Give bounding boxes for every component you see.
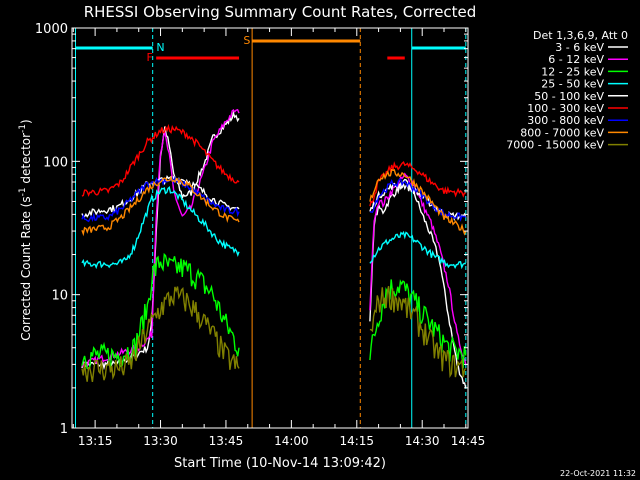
legend-label-5: 100 - 300 keV	[527, 102, 604, 115]
flag-label-f: F	[146, 51, 152, 64]
series-line-6-seg2	[369, 178, 467, 222]
flag-bars: NF S	[75, 34, 466, 64]
x-tick-label-0: 13:15	[78, 434, 113, 448]
series-line-8-seg1	[81, 286, 240, 383]
legend-label-8: 7000 - 15000 keV	[506, 139, 604, 152]
legend-label-7: 800 - 7000 keV	[520, 126, 604, 139]
legend-label-4: 50 - 100 keV	[534, 90, 604, 103]
legend-label-1: 6 - 12 keV	[548, 53, 604, 66]
legend-label-6: 300 - 800 keV	[527, 114, 604, 127]
series-line-4-seg2	[369, 182, 467, 222]
legend-title: Det 1,3,6,9, Att 0	[533, 29, 628, 42]
series-line-7-seg2	[369, 168, 467, 236]
series-line-0-seg2	[369, 178, 467, 389]
legend-label-0: 3 - 6 keV	[555, 41, 604, 54]
series-line-5-seg1	[81, 123, 240, 197]
series-line-3-seg2	[369, 230, 467, 270]
flag-label-s: S	[243, 34, 250, 47]
y-tick-label-3: 1000	[35, 22, 68, 37]
chart-title: RHESSI Observing Summary Count Rates, Co…	[84, 3, 477, 21]
x-tick-label-4: 14:15	[339, 434, 374, 448]
series-line-7-seg1	[81, 175, 240, 237]
y-tick-label-0: 1	[60, 422, 68, 437]
legend-label-3: 25 - 50 keV	[541, 78, 604, 91]
series-line-1-seg2	[369, 172, 467, 365]
y-tick-label-2: 100	[43, 155, 68, 170]
series-line-8-seg2	[369, 286, 467, 378]
x-tick-label-2: 13:45	[209, 434, 244, 448]
x-tick-label-5: 14:30	[405, 434, 440, 448]
series-line-2-seg1	[81, 252, 240, 370]
axes: 13:15 13:30 13:45 14:00 14:15 14:30 14:45 1 10 10…	[35, 22, 485, 448]
y-tick-label-1: 10	[51, 289, 68, 304]
interval-markers	[74, 28, 467, 428]
series-line-6-seg1	[81, 175, 240, 223]
series-lines	[81, 108, 467, 389]
flag-label-n: N	[156, 41, 164, 54]
timestamp: 22-Oct-2021 11:32	[560, 469, 636, 478]
legend-label-2: 12 - 25 keV	[541, 65, 604, 78]
series-line-4-seg1	[81, 174, 240, 218]
x-axis-label: Start Time (10-Nov-14 13:09:42)	[174, 456, 386, 471]
series-line-3-seg1	[81, 185, 240, 270]
x-tick-label-6: 14:45	[451, 434, 486, 448]
x-tick-label-3: 14:00	[274, 434, 309, 448]
x-tick-label-1: 13:30	[143, 434, 178, 448]
series-line-5-seg2	[369, 160, 466, 207]
y-axis-label: Corrected Count Rate (s-1 detector-1)	[18, 119, 33, 340]
